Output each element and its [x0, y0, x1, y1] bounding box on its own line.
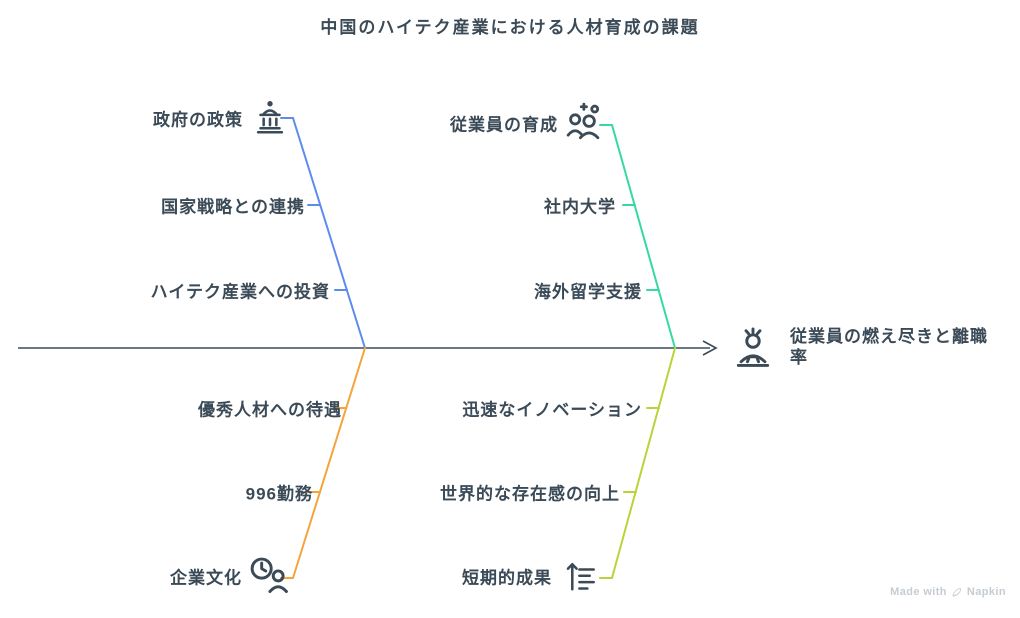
branch-item-talent-treatment: 優秀人材への待遇 — [198, 400, 342, 420]
burnout-person-icon — [736, 327, 770, 367]
clock-person-icon — [250, 557, 288, 593]
branch-line-government-policy — [292, 117, 366, 349]
branch-label-corporate-culture: 企業文化 — [170, 568, 242, 588]
watermark-prefix: Made with — [890, 586, 947, 598]
diagram-title: 中国のハイテク産業における人材育成の課題 — [320, 18, 700, 37]
branch-label-employee-development: 従業員の育成 — [450, 115, 558, 135]
branch-line-corporate-culture — [292, 347, 366, 579]
branch-item-national-strategy: 国家戦略との連携 — [161, 197, 305, 217]
watermark-link[interactable]: Made with Napkin — [890, 586, 1006, 598]
napkin-logo-icon — [952, 588, 962, 597]
team-sparkle-icon — [566, 102, 600, 140]
branch-label-government-policy: 政府の政策 — [153, 110, 243, 130]
effect-label-burnout-turnover: 従業員の燃え尽きと離職率 — [790, 327, 988, 367]
branch-item-hightech-investment: ハイテク産業への投資 — [150, 282, 330, 302]
watermark-brand: Napkin — [966, 586, 1006, 598]
branch-item-global-presence: 世界的な存在感の向上 — [440, 484, 620, 504]
government-building-icon — [256, 101, 284, 134]
branch-line-short-term-results — [611, 347, 676, 579]
branch-line-employee-development — [611, 124, 676, 349]
branch-item-study-abroad-support: 海外留学支援 — [534, 282, 642, 302]
growth-chart-icon — [566, 562, 595, 591]
branch-label-short-term-results: 短期的成果 — [462, 568, 552, 588]
branch-item-inhouse-university: 社内大学 — [544, 197, 616, 217]
spine-arrowhead-icon — [702, 340, 718, 356]
branch-item-rapid-innovation: 迅速なイノベーション — [462, 400, 642, 420]
branch-item-996-work: 996勤務 — [245, 484, 313, 504]
